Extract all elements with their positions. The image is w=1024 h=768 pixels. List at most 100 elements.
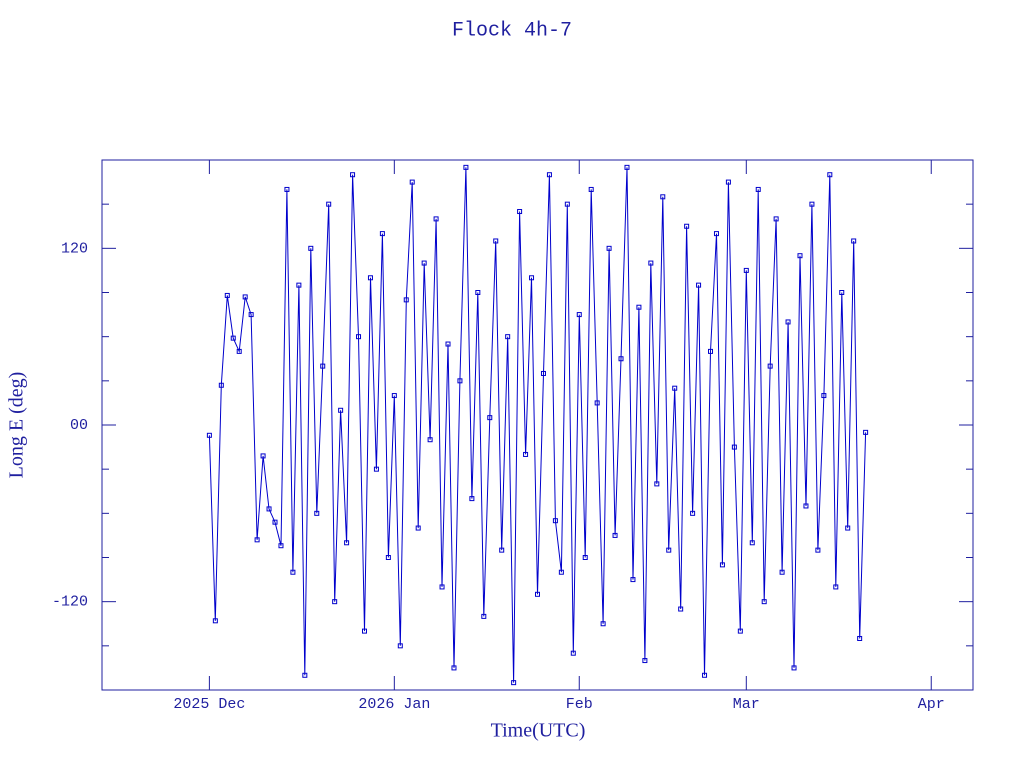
data-point bbox=[666, 547, 672, 553]
data-point bbox=[672, 385, 678, 391]
data-point bbox=[487, 415, 493, 421]
data-point bbox=[391, 393, 397, 399]
data-point bbox=[725, 179, 731, 185]
data-point bbox=[761, 599, 767, 605]
data-point bbox=[529, 275, 535, 281]
data-point bbox=[588, 186, 594, 192]
data-point bbox=[600, 621, 606, 627]
data-point bbox=[361, 628, 367, 634]
y-tick-label: -120 bbox=[52, 594, 88, 611]
data-point bbox=[749, 540, 755, 546]
data-point bbox=[546, 172, 552, 178]
data-point bbox=[475, 290, 481, 295]
chart-title: Flock 4h-7 bbox=[452, 19, 572, 42]
data-point bbox=[660, 194, 666, 200]
data-point bbox=[552, 518, 558, 524]
data-point bbox=[248, 312, 254, 318]
data-point bbox=[558, 569, 564, 575]
data-point bbox=[302, 672, 308, 678]
data-point bbox=[290, 569, 296, 575]
data-point bbox=[481, 613, 487, 619]
data-point bbox=[505, 334, 511, 340]
y-tick-label: 120 bbox=[61, 240, 88, 257]
data-point bbox=[499, 547, 505, 553]
data-point bbox=[284, 186, 290, 192]
data-point bbox=[845, 525, 851, 531]
data-point bbox=[863, 429, 869, 435]
data-point bbox=[463, 164, 469, 170]
data-point bbox=[338, 407, 344, 413]
data-point bbox=[767, 363, 773, 369]
data-point bbox=[594, 400, 600, 406]
data-point bbox=[218, 382, 224, 388]
data-point bbox=[815, 547, 821, 553]
data-point bbox=[791, 665, 797, 671]
data-point bbox=[236, 348, 242, 354]
data-point bbox=[773, 216, 779, 222]
data-point bbox=[320, 363, 326, 369]
data-point bbox=[517, 209, 523, 215]
data-point bbox=[421, 260, 427, 266]
data-point bbox=[212, 618, 218, 624]
x-tick-label: 2026 Jan bbox=[358, 696, 430, 713]
data-point bbox=[457, 378, 463, 384]
data-point bbox=[737, 628, 743, 634]
data-point bbox=[821, 393, 827, 399]
data-point bbox=[708, 348, 714, 354]
data-point bbox=[439, 584, 445, 590]
data-point bbox=[373, 466, 379, 472]
data-point bbox=[785, 319, 791, 325]
data-point bbox=[224, 292, 230, 298]
data-point bbox=[314, 510, 320, 516]
data-point bbox=[278, 543, 284, 549]
y-axis-label: Long E (deg) bbox=[6, 372, 28, 479]
data-point bbox=[350, 172, 356, 178]
data-point bbox=[612, 532, 618, 538]
data-line bbox=[208, 167, 867, 683]
data-point bbox=[636, 304, 642, 310]
data-point bbox=[642, 658, 648, 664]
data-point bbox=[630, 577, 636, 583]
data-point bbox=[839, 290, 845, 295]
data-point bbox=[851, 238, 857, 244]
data-point bbox=[624, 164, 630, 170]
data-point bbox=[797, 253, 803, 259]
data-point bbox=[266, 506, 272, 512]
data-point bbox=[564, 201, 570, 207]
data-point bbox=[678, 606, 684, 612]
data-point bbox=[696, 282, 702, 288]
data-point bbox=[731, 444, 737, 450]
data-point bbox=[535, 591, 540, 597]
plot-frame bbox=[101, 159, 974, 691]
data-point bbox=[833, 584, 839, 590]
data-point bbox=[743, 267, 749, 273]
data-point bbox=[409, 179, 415, 185]
data-point bbox=[606, 245, 612, 251]
data-point bbox=[326, 201, 332, 207]
data-point bbox=[684, 223, 690, 229]
data-point bbox=[702, 672, 708, 678]
data-point bbox=[230, 335, 236, 341]
data-point bbox=[367, 275, 373, 281]
data-point bbox=[451, 665, 457, 671]
x-axis-label: Time(UTC) bbox=[491, 720, 586, 742]
data-point bbox=[272, 519, 278, 525]
data-point bbox=[827, 172, 833, 178]
data-point bbox=[403, 297, 409, 303]
data-point bbox=[523, 451, 529, 457]
data-point bbox=[570, 650, 576, 656]
data-point bbox=[618, 356, 624, 362]
data-point bbox=[445, 341, 451, 347]
data-point bbox=[433, 216, 439, 222]
data-point bbox=[648, 260, 654, 266]
data-point bbox=[690, 510, 696, 516]
x-tick-label: 2025 Dec bbox=[173, 696, 245, 713]
data-point bbox=[379, 231, 385, 237]
data-point bbox=[493, 238, 499, 244]
x-tick-label: Mar bbox=[733, 696, 760, 713]
data-point bbox=[397, 643, 403, 649]
data-point bbox=[296, 282, 302, 288]
data-point bbox=[254, 537, 260, 543]
x-tick-label: Feb bbox=[566, 696, 593, 713]
